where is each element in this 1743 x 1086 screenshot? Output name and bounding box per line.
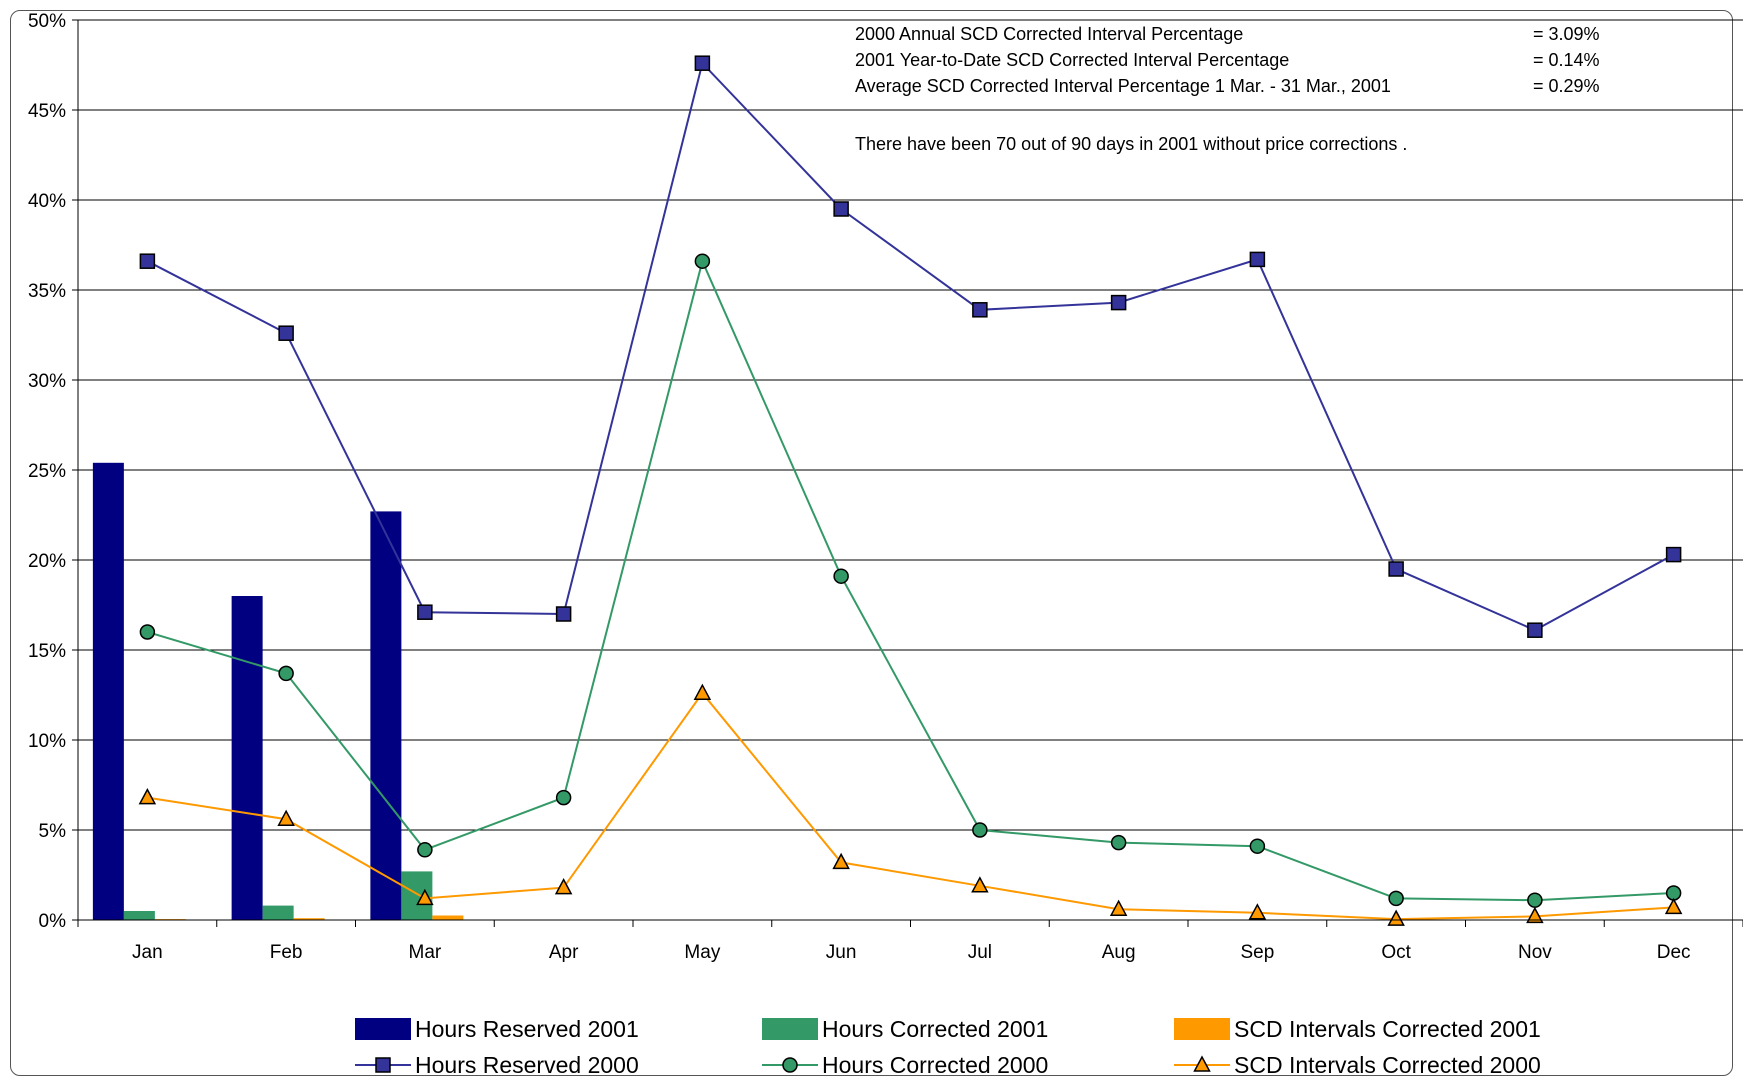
point bbox=[138, 788, 157, 805]
point bbox=[1110, 294, 1127, 311]
point bbox=[1388, 561, 1404, 577]
point bbox=[1249, 251, 1266, 268]
legend-label: SCD Intervals Corrected 2000 bbox=[1234, 1052, 1541, 1078]
annotation-label: 2000 Annual SCD Corrected Interval Perce… bbox=[855, 24, 1243, 44]
point bbox=[1249, 838, 1266, 854]
bar bbox=[262, 905, 294, 920]
y-tick-label: 40% bbox=[28, 191, 66, 212]
point bbox=[972, 302, 988, 318]
point bbox=[278, 665, 294, 682]
point bbox=[375, 1057, 391, 1073]
point bbox=[832, 852, 850, 870]
legend-swatch bbox=[762, 1018, 818, 1040]
point bbox=[1109, 899, 1128, 916]
point bbox=[1248, 903, 1267, 920]
point bbox=[277, 809, 295, 826]
point bbox=[694, 253, 711, 269]
point bbox=[416, 888, 434, 906]
legend-swatch bbox=[355, 1018, 411, 1040]
point bbox=[554, 878, 573, 895]
x-tick-label: Jun bbox=[826, 942, 857, 963]
point bbox=[1387, 909, 1405, 926]
bar bbox=[293, 918, 325, 920]
series-line bbox=[146, 61, 1675, 632]
x-tick-label: Aug bbox=[1102, 942, 1136, 963]
bar bbox=[370, 511, 402, 920]
grid-lines bbox=[78, 19, 1743, 921]
annotation-note: There have been 70 out of 90 days in 200… bbox=[855, 134, 1407, 154]
annotation-value: = 0.14% bbox=[1533, 50, 1600, 70]
x-tick-label: Jul bbox=[968, 942, 992, 963]
point bbox=[555, 606, 572, 622]
annotation-label: Average SCD Corrected Interval Percentag… bbox=[855, 76, 1391, 96]
x-tick-label: Jan bbox=[132, 942, 163, 963]
point bbox=[1110, 834, 1127, 851]
point bbox=[971, 876, 989, 893]
y-tick-label: 45% bbox=[28, 101, 66, 122]
point bbox=[278, 325, 294, 341]
bar bbox=[92, 462, 124, 920]
y-tick-label: 5% bbox=[39, 821, 67, 842]
y-tick-label: 20% bbox=[28, 551, 66, 572]
annotation-value: = 3.09% bbox=[1533, 24, 1600, 44]
y-tick-label: 25% bbox=[28, 461, 66, 482]
point bbox=[139, 624, 156, 640]
point bbox=[833, 568, 849, 584]
x-tick-label: Dec bbox=[1657, 942, 1691, 963]
bar bbox=[432, 915, 464, 920]
y-tick-label: 30% bbox=[28, 371, 66, 392]
point bbox=[1527, 892, 1543, 908]
point bbox=[1193, 1055, 1211, 1072]
legend-label: Hours Corrected 2000 bbox=[822, 1052, 1048, 1078]
chart-frame bbox=[10, 10, 1733, 1076]
x-tick-label: Feb bbox=[270, 942, 303, 963]
legend-swatch bbox=[1174, 1018, 1230, 1040]
y-tick-label: 15% bbox=[28, 641, 66, 662]
point bbox=[1665, 546, 1682, 563]
point bbox=[1388, 890, 1404, 907]
series-line bbox=[147, 258, 1674, 902]
point bbox=[139, 253, 156, 269]
x-tick-label: Nov bbox=[1518, 942, 1552, 963]
point bbox=[782, 1057, 798, 1073]
x-tick-label: Sep bbox=[1240, 942, 1274, 963]
line-series bbox=[138, 55, 1683, 926]
axes: 0% 5% 10% 15% 20% 25% 30% 35% 40% 45% 50% Jan Feb Mar… bbox=[28, 11, 1743, 963]
bar bbox=[123, 911, 155, 920]
legend-label: Hours Reserved 2000 bbox=[415, 1052, 639, 1078]
point bbox=[972, 822, 988, 838]
x-tick-label: Oct bbox=[1381, 942, 1411, 963]
annotations: 2000 Annual SCD Corrected Interval Perce… bbox=[855, 24, 1600, 154]
series-line bbox=[147, 691, 1674, 921]
y-tick-label: 35% bbox=[28, 281, 66, 302]
x-tick-label: May bbox=[684, 942, 720, 963]
point bbox=[693, 683, 712, 700]
y-tick-label: 10% bbox=[28, 731, 66, 752]
legend-label: Hours Corrected 2001 bbox=[822, 1016, 1048, 1042]
point bbox=[555, 789, 572, 806]
legend: Hours Reserved 2001 Hours Corrected 2001 S… bbox=[355, 1016, 1541, 1078]
point bbox=[417, 604, 433, 620]
x-tick-label: Mar bbox=[409, 942, 442, 963]
point bbox=[694, 55, 711, 71]
legend-label: Hours Reserved 2001 bbox=[415, 1016, 639, 1042]
point bbox=[1526, 906, 1544, 924]
y-tick-label: 50% bbox=[28, 11, 66, 32]
bar bbox=[231, 596, 263, 920]
point bbox=[833, 201, 849, 217]
annotation-label: 2001 Year-to-Date SCD Corrected Interval… bbox=[855, 50, 1289, 70]
bar-series bbox=[92, 462, 464, 920]
legend-label: SCD Intervals Corrected 2001 bbox=[1234, 1016, 1541, 1042]
y-tick-label: 0% bbox=[39, 911, 67, 932]
point bbox=[1664, 897, 1683, 915]
x-tick-label: Apr bbox=[549, 942, 579, 963]
point bbox=[1527, 622, 1543, 638]
annotation-value: = 0.29% bbox=[1533, 76, 1600, 96]
point bbox=[417, 842, 433, 858]
